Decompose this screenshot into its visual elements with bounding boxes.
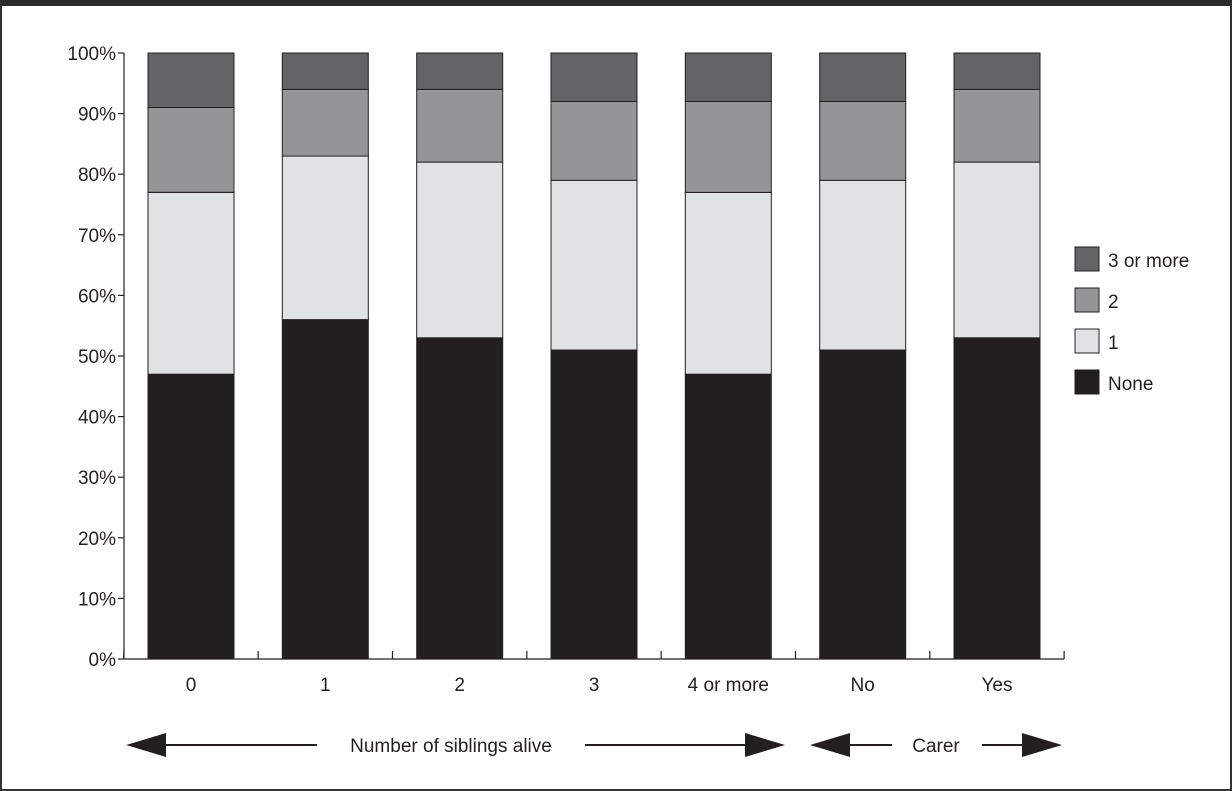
x-tick-label: No	[851, 675, 875, 696]
group-carer-left-arrowhead	[810, 733, 850, 757]
y-tick-label: 50%	[78, 347, 116, 368]
y-tick-label: 10%	[78, 589, 116, 610]
x-tick-label: 3	[589, 675, 600, 696]
bar-segment-4-or-more-none	[684, 373, 772, 660]
bar-segment-4-or-more-2	[684, 101, 772, 193]
y-tick-label: 100%	[67, 44, 116, 65]
group-carer-label: Carer	[912, 736, 960, 757]
bar-segment-3-none	[550, 349, 638, 660]
bar-segment-3-2	[550, 101, 638, 181]
x-tick-label: 1	[320, 675, 331, 696]
y-tick-label: 20%	[78, 529, 116, 550]
bar-segment-0-2	[147, 107, 235, 193]
bar-segment-0-none	[147, 373, 235, 660]
x-tick-label: 0	[186, 675, 197, 696]
group-carer-right-arrowhead	[1022, 733, 1062, 757]
y-tick-label: 90%	[78, 105, 116, 126]
bar-segment-4-or-more-3-or-more	[684, 52, 772, 102]
bar-segment-2-2	[416, 88, 504, 163]
bar-segment-no-1	[819, 179, 907, 351]
bar-segment-yes-2	[953, 88, 1041, 163]
legend-label-3-or-more: 3 or more	[1108, 251, 1189, 272]
legend-label-1: 1	[1108, 333, 1119, 354]
y-tick-label: 30%	[78, 468, 116, 489]
y-tick-label: 70%	[78, 226, 116, 247]
y-tick-label: 40%	[78, 408, 116, 429]
y-tick-label: 60%	[78, 286, 116, 307]
x-tick-label: Yes	[981, 675, 1012, 696]
group-annotations: Number of siblings alive Carer	[126, 733, 1062, 757]
bar-segment-1-3-or-more	[281, 52, 369, 90]
bar-segment-3-1	[550, 179, 638, 351]
group-number-of-siblings-alive-left-arrowhead	[126, 733, 166, 757]
bar-segment-no-2	[819, 101, 907, 181]
x-tick-label: 4 or more	[688, 675, 769, 696]
y-tick-label: 0%	[89, 650, 117, 671]
bar-segment-no-3-or-more	[819, 52, 907, 102]
bar-segment-1-none	[281, 319, 369, 660]
bars-layer	[147, 52, 1041, 660]
x-axis: 0 1 2 3 4 or more No Yes	[123, 651, 1065, 696]
legend-swatch-3-or-more	[1074, 246, 1100, 272]
bar-segment-3-3-or-more	[550, 52, 638, 102]
legend-swatch-2	[1074, 287, 1100, 313]
bar-segment-0-1	[147, 191, 235, 375]
bar-segment-2-none	[416, 337, 504, 660]
legend-label-none: None	[1108, 374, 1153, 395]
bar-segment-1-2	[281, 88, 369, 157]
bar-segment-2-1	[416, 161, 504, 339]
bar-segment-0-3-or-more	[147, 52, 235, 108]
group-number-of-siblings-alive-right-arrowhead	[745, 733, 785, 757]
y-axis: 0% 10% 20% 30% 40% 50% 60% 70% 80% 90% 100%	[67, 44, 125, 671]
bar-segment-1-1	[281, 155, 369, 321]
bar-segment-2-3-or-more	[416, 52, 504, 90]
legend-swatch-1	[1074, 328, 1100, 354]
bar-segment-yes-1	[953, 161, 1041, 339]
y-tick-label: 80%	[78, 165, 116, 186]
legend-swatch-none	[1074, 369, 1100, 395]
bar-segment-no-none	[819, 349, 907, 660]
group-number-of-siblings-alive-label: Number of siblings alive	[350, 736, 552, 757]
legend-label-2: 2	[1108, 292, 1119, 313]
bar-segment-yes-none	[953, 337, 1041, 660]
bar-segment-4-or-more-1	[684, 191, 772, 375]
x-tick-label: 2	[454, 675, 465, 696]
bar-segment-yes-3-or-more	[953, 52, 1041, 90]
legend: 3 or more 2 1 None	[1074, 246, 1189, 395]
